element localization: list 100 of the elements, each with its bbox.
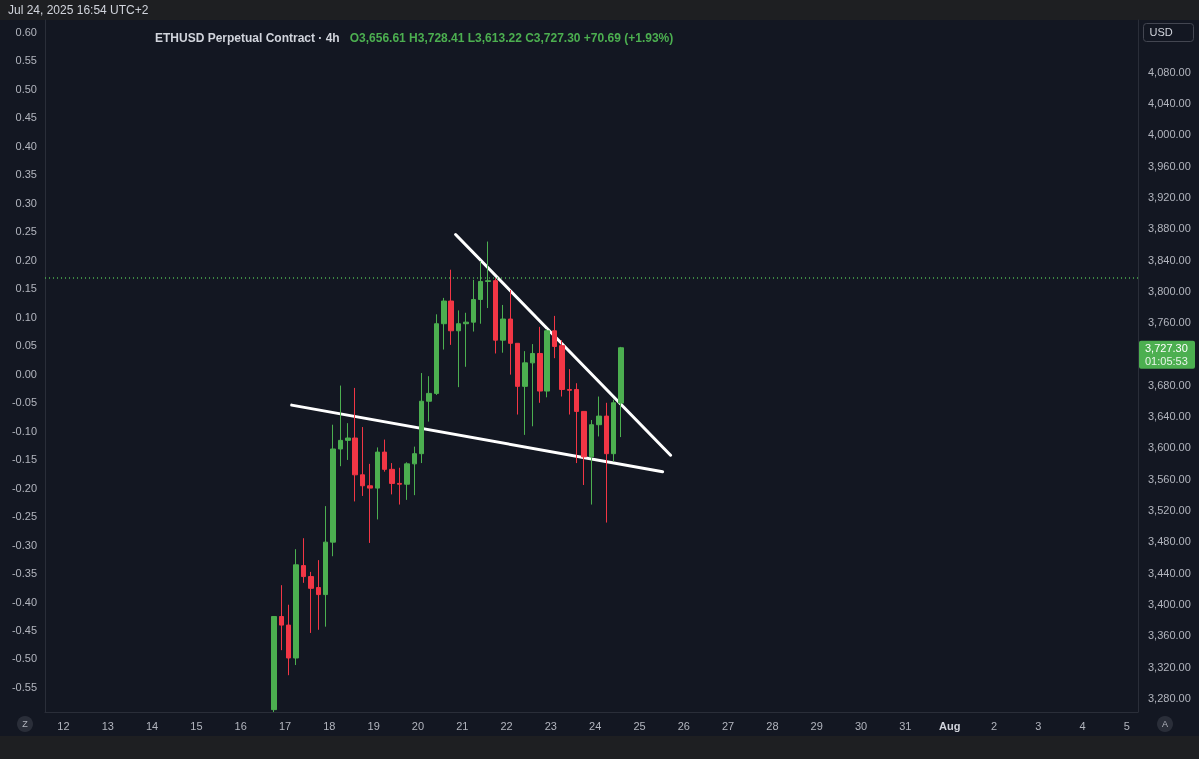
y-tick-label: 3,960.00 (1148, 159, 1191, 172)
candlestick (360, 426, 365, 497)
x-tick-label: 5 (1123, 719, 1130, 732)
candlestick (293, 548, 299, 666)
candlestick (544, 328, 550, 398)
y2-tick-label: 0.35 (15, 168, 37, 181)
candlestick (567, 368, 572, 416)
y-tick-label: 3,640.00 (1148, 410, 1191, 423)
text: A (1161, 719, 1169, 729)
y2-tick-label: -0.45 (11, 623, 37, 636)
y2-tick-label: 0.25 (15, 225, 37, 238)
y-tick-label: 4,000.00 (1148, 128, 1191, 141)
y2-tick-label: 0.60 (15, 25, 37, 38)
candlestick (308, 571, 314, 634)
x-tick-label: 27 (722, 719, 735, 732)
y-tick-label: 4,040.00 (1148, 96, 1191, 109)
candlestick (279, 584, 284, 651)
candlestick (338, 385, 343, 467)
y2-tick-label: 0.40 (15, 139, 37, 152)
candlestick (596, 396, 602, 437)
y2-tick-label: -0.20 (11, 481, 37, 494)
y2-tick-label: -0.10 (11, 424, 37, 437)
y-tick-label: 3,480.00 (1148, 535, 1191, 548)
y-tick-label: 3,760.00 (1148, 316, 1191, 329)
y2-tick-label: -0.30 (11, 538, 37, 551)
x-tick-label: 23 (544, 719, 558, 732)
candlestick (419, 372, 424, 464)
x-tick-label: 17 (278, 719, 292, 732)
y-tick-label: 3,680.00 (1148, 378, 1191, 391)
x-tick-label: 24 (589, 719, 602, 732)
text: Z (22, 719, 29, 729)
y-tick-label: 3,360.00 (1148, 629, 1191, 642)
candlestick (508, 289, 513, 376)
candlestick (404, 461, 410, 501)
x-tick-label: 18 (323, 719, 336, 732)
x-tick-label: 4 (1079, 719, 1086, 732)
y2-tick-label: 0.30 (15, 196, 37, 209)
candlestick (604, 402, 609, 524)
x-tick-label: 2 (990, 719, 998, 732)
candlestick (316, 559, 321, 631)
text: Jul 24, 2025 16:54 UTC+2 (8, 3, 149, 17)
candlestick (448, 269, 454, 346)
x-tick-label: 28 (766, 719, 779, 732)
candlestick (493, 277, 498, 354)
y2-tick-label: -0.05 (11, 396, 37, 409)
x-tick-label: 20 (411, 719, 425, 732)
candlestick (515, 342, 520, 416)
y2-tick-label: -0.40 (11, 595, 37, 608)
candlestick (397, 467, 402, 506)
x-tick-label: 26 (677, 719, 690, 732)
y2-tick-label: 0.20 (15, 253, 37, 266)
candlestick (367, 463, 373, 544)
x-tick-label: Aug (938, 719, 961, 732)
candlestick (389, 462, 395, 495)
y2-tick-label: -0.35 (11, 567, 37, 580)
x-tick-label: 3 (1035, 719, 1042, 732)
candlestick (559, 339, 565, 398)
y2-tick-label: -0.50 (11, 652, 37, 665)
candlestick (463, 312, 469, 368)
candlestick (522, 350, 528, 436)
y-tick-label: 3,320.00 (1148, 660, 1191, 673)
y2-tick-label: 0.00 (15, 367, 37, 380)
candlestick (382, 439, 387, 473)
candlestick (301, 537, 306, 584)
y-tick-label: 3,400.00 (1148, 597, 1191, 610)
x-tick-label: 25 (633, 719, 646, 732)
y2-tick-label: 0.45 (15, 111, 37, 124)
candlestick (500, 304, 506, 354)
candlestick (589, 419, 594, 506)
candlestick (574, 382, 579, 464)
x-tick-label: 29 (810, 719, 823, 732)
candlestick (434, 313, 439, 396)
candlestick (456, 309, 461, 388)
text: ETHUSD Perpetual Contract · 4h (155, 31, 340, 45)
candlestick (441, 297, 447, 351)
y2-tick-label: -0.55 (11, 680, 37, 693)
y-tick-label: 3,280.00 (1148, 691, 1191, 704)
y2-tick-label: 0.05 (15, 339, 37, 352)
candlestick (581, 410, 587, 486)
candlestick (611, 399, 616, 462)
x-tick-label: 19 (367, 719, 380, 732)
x-tick-label: 31 (899, 719, 912, 732)
candlestick (412, 446, 417, 496)
text: 3,727.30 (1145, 342, 1188, 355)
y2-tick-label: 0.55 (15, 54, 37, 67)
x-tick-label: 13 (101, 719, 114, 732)
candlestick (286, 604, 291, 676)
y-tick-label: 3,880.00 (1148, 222, 1191, 235)
y-tick-label: 3,560.00 (1148, 472, 1191, 485)
candlestick (552, 315, 557, 359)
x-tick-label: 30 (854, 719, 868, 732)
candlestick (426, 375, 432, 423)
candlestick (530, 343, 535, 427)
y-tick-label: 3,520.00 (1148, 504, 1191, 517)
y-tick-label: 3,920.00 (1148, 190, 1191, 203)
y-tick-label: 4,080.00 (1148, 65, 1191, 78)
x-tick-label: 22 (500, 719, 513, 732)
y-tick-label: 3,440.00 (1148, 566, 1191, 579)
y2-tick-label: 0.10 (15, 310, 37, 323)
x-tick-label: 12 (57, 719, 70, 732)
